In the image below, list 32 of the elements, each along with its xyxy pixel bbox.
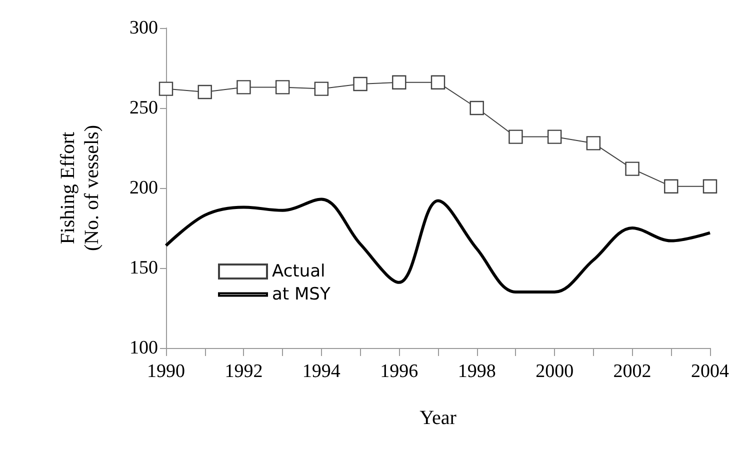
point	[314, 82, 329, 96]
point	[586, 136, 601, 150]
point	[392, 75, 406, 90]
point	[470, 100, 484, 116]
y-tick-label: 250	[130, 98, 158, 118]
x-axis-title: Year	[420, 407, 457, 429]
point	[275, 80, 290, 94]
legend-label: Actual	[272, 262, 326, 282]
point	[353, 76, 368, 92]
point	[198, 84, 212, 100]
point	[508, 130, 523, 144]
legend-label: at MSY	[272, 284, 331, 304]
y-tick-label: 100	[130, 338, 158, 358]
point	[547, 130, 562, 144]
x-tick-label: 2004	[691, 361, 730, 382]
y-tick-label: 300	[130, 18, 158, 38]
point	[236, 80, 251, 94]
y-tick-label: 200	[130, 178, 158, 198]
x-tick-label: 1996	[380, 361, 418, 382]
x-tick-label: 1998	[458, 361, 496, 382]
point	[430, 75, 446, 90]
y-tick-label: 150	[130, 258, 158, 278]
y-axis-title: Fishing Effort (No. of vessels)	[57, 124, 103, 252]
x-tick-label: 2000	[536, 361, 574, 382]
point	[625, 162, 640, 176]
x-tick-label: 2002	[613, 361, 652, 382]
x-tick-label: 1992	[224, 361, 263, 382]
x-tick-label: 1994	[302, 361, 341, 382]
point	[158, 82, 174, 96]
x-tick-label: 1990	[147, 361, 185, 382]
point	[702, 179, 718, 194]
point	[664, 179, 678, 194]
